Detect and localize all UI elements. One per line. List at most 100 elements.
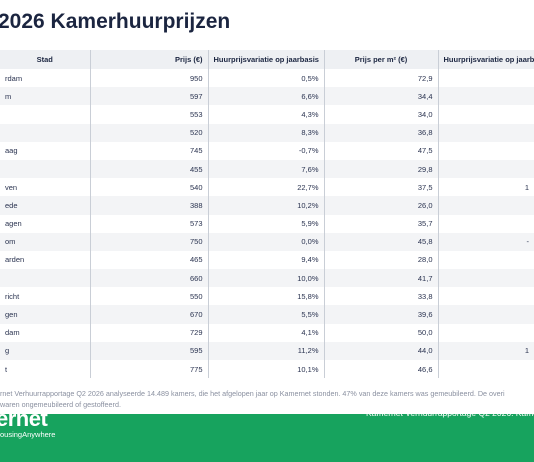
table-cell: 35,7 bbox=[324, 214, 439, 233]
table-cell: 553 bbox=[90, 105, 209, 124]
table-cell bbox=[438, 269, 534, 288]
table-cell bbox=[0, 105, 91, 124]
table-cell: 750 bbox=[90, 232, 209, 251]
table-cell: 5,9% bbox=[208, 214, 325, 233]
table-cell bbox=[438, 105, 534, 123]
table-row: agen 573 5,9% 35,7 bbox=[0, 214, 534, 233]
table-cell: 455 bbox=[90, 159, 209, 179]
table-cell: 1 bbox=[524, 182, 529, 192]
page-title: 2026 Kamerhuurprijzen bbox=[0, 10, 231, 33]
table-row: dam 729 4,1% 50,0 bbox=[0, 323, 534, 342]
table-cell bbox=[438, 196, 534, 215]
table-cell: 47,5 bbox=[324, 141, 439, 160]
table-cell: 50,0 bbox=[324, 323, 439, 342]
table-row: arden 465 9,4% 28,0 bbox=[0, 250, 534, 270]
table-cell: ede bbox=[0, 196, 91, 215]
table-row: aag 745 -0,7% 47,5 bbox=[0, 141, 534, 160]
table-cell bbox=[0, 159, 91, 179]
table-row: 520 8,3% 36,8 bbox=[0, 123, 534, 142]
footer-band: ernet ousingAnywhere Kamernet Verhuurrap… bbox=[0, 406, 534, 462]
table-cell: g bbox=[0, 341, 91, 360]
table-row: rdam 950 0,5% 72,9 bbox=[0, 69, 534, 88]
table-row: 455 7,6% 29,8 bbox=[0, 159, 534, 179]
table-cell: 550 bbox=[90, 287, 209, 306]
table-cell: 7,6% bbox=[208, 159, 325, 179]
column-header: Prijs per m² (€) bbox=[324, 50, 439, 69]
table-row: ven 540 22,7% 37,5 1 bbox=[0, 178, 534, 197]
table-cell: 4,1% bbox=[208, 323, 325, 342]
table-cell: 520 bbox=[90, 123, 209, 142]
table-cell: dam bbox=[0, 323, 91, 342]
logo-subtitle: ousingAnywhere bbox=[0, 430, 56, 439]
table-cell bbox=[438, 142, 534, 160]
table-cell: 6,6% bbox=[208, 87, 325, 106]
table-row: g 595 11,2% 44,0 1 bbox=[0, 341, 534, 360]
table-cell: arden bbox=[0, 250, 91, 270]
table-cell bbox=[438, 159, 534, 179]
table-cell: 10,2% bbox=[208, 196, 325, 215]
table-cell bbox=[438, 69, 534, 87]
table-cell: aag bbox=[0, 141, 91, 160]
table-cell: 1 bbox=[438, 341, 534, 360]
table-cell: ven bbox=[0, 178, 91, 197]
table-cell bbox=[438, 251, 534, 269]
footnote-line: waren ongemeubileerd of gestoffeerd. bbox=[0, 400, 121, 409]
table-cell: 28,0 bbox=[324, 250, 439, 270]
table-row: 660 10,0% 41,7 bbox=[0, 269, 534, 288]
table-cell: 10,1% bbox=[208, 360, 325, 379]
table-row: m 597 6,6% 34,4 bbox=[0, 87, 534, 106]
table-cell: 9,4% bbox=[208, 250, 325, 270]
column-header: Huurprijsvariatie op jaarba bbox=[438, 50, 534, 69]
table-cell: 11,2% bbox=[208, 341, 325, 360]
table-cell bbox=[438, 215, 534, 233]
table-cell: 44,0 bbox=[324, 341, 439, 360]
table-cell: 729 bbox=[90, 323, 209, 342]
table-cell bbox=[438, 87, 534, 106]
table-cell: 0,5% bbox=[208, 69, 325, 88]
table-row: 553 4,3% 34,0 bbox=[0, 105, 534, 124]
header-row: Stad Prijs (€) Huurprijsvariatie op jaarba… bbox=[0, 50, 534, 69]
table-cell bbox=[438, 324, 534, 342]
table-body: rdam 950 0,5% 72,9 m 597 6,6% 34,4 553 4,3% 34,0 52… bbox=[0, 69, 534, 379]
table-cell: 8,3% bbox=[208, 123, 325, 142]
table-cell: 950 bbox=[90, 69, 209, 88]
table-row: ede 388 10,2% 26,0 bbox=[0, 196, 534, 215]
table-cell: 39,6 bbox=[324, 305, 439, 324]
table-cell: 4,3% bbox=[208, 105, 325, 124]
table-cell: 5,5% bbox=[208, 305, 325, 324]
table-cell: 36,8 bbox=[324, 123, 439, 142]
table-cell: 670 bbox=[90, 305, 209, 324]
table-cell: 15,8% bbox=[208, 287, 325, 306]
table-cell: 540 bbox=[90, 178, 209, 197]
table-cell bbox=[438, 360, 534, 378]
table-cell: gen bbox=[0, 305, 91, 324]
table-row: gen 670 5,5% 39,6 bbox=[0, 305, 534, 324]
table-cell: 45,8 bbox=[324, 232, 439, 251]
table-cell: 26,0 bbox=[324, 196, 439, 215]
table-cell: rdam bbox=[0, 69, 91, 88]
table-cell bbox=[438, 305, 534, 324]
table-cell: 10,0% bbox=[208, 269, 325, 288]
table-cell bbox=[438, 123, 534, 142]
table-cell: richt bbox=[0, 287, 91, 306]
table-cell: 41,7 bbox=[324, 269, 439, 288]
table-cell: 22,7% bbox=[208, 178, 325, 197]
table-row: t 775 10,1% 46,6 bbox=[0, 360, 534, 379]
column-header: Stad bbox=[0, 50, 91, 69]
table-cell bbox=[0, 269, 91, 288]
table-cell: 72,9 bbox=[324, 69, 439, 88]
column-header: Prijs (€) bbox=[90, 50, 209, 69]
table-cell: - bbox=[438, 232, 534, 251]
table-cell bbox=[438, 287, 534, 305]
table-cell: 660 bbox=[90, 269, 209, 288]
table-cell: t bbox=[0, 360, 91, 379]
table-cell: 34,0 bbox=[324, 105, 439, 124]
table-cell: 595 bbox=[90, 341, 209, 360]
table-cell: -0,7% bbox=[208, 141, 325, 160]
footer-text: Kamernet Verhuurrapportage Q2 2026. Kame… bbox=[366, 408, 534, 418]
footnote: rnet Verhuurrapportage Q2 2026 analyseer… bbox=[0, 388, 534, 410]
table-cell bbox=[0, 123, 91, 142]
table-cell: 33,8 bbox=[324, 287, 439, 306]
column-header: Huurprijsvariatie op jaarbasis bbox=[208, 50, 325, 69]
